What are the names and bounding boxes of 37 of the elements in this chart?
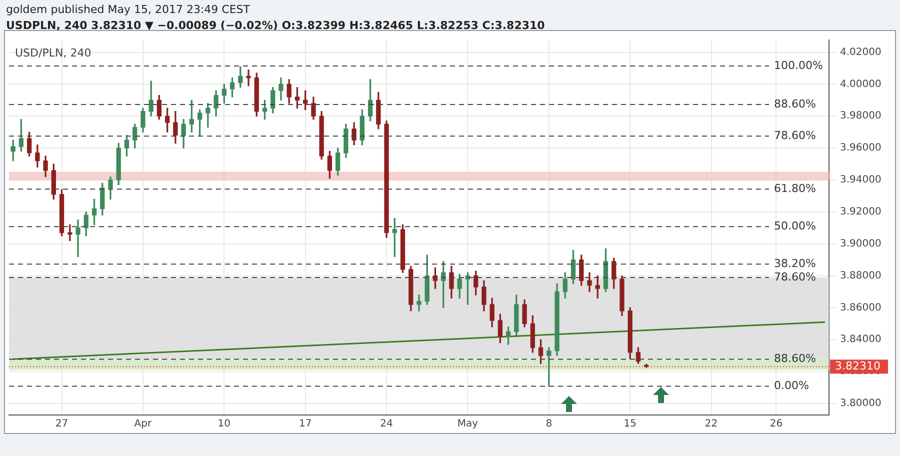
annotation: 38.20% [774,256,816,270]
y-tick-label: 3.92000 [840,206,882,218]
x-tick-label: 22 [704,418,718,430]
annotation: 0.00% [774,379,809,392]
x-tick-label: 27 [55,418,68,430]
x-tick-label: 15 [624,418,636,430]
y-tick-label: 3.80000 [840,398,882,410]
annotation: 88.60% [774,352,816,366]
y-tick-label: 3.96000 [840,142,882,154]
ref-line-label: 3.82310 [835,359,880,372]
annotation: 50.00% [774,219,816,232]
text: goldem published May 15, 2017 23:49 CEST [6,2,251,18]
y-tick-label: 3.98000 [840,110,882,122]
candlestick [246,70,251,86]
x-tick-label: 10 [218,418,231,430]
x-tick-label: 8 [546,418,552,430]
x-tick-label: 24 [380,418,393,430]
annotation: 78.60% [774,128,816,142]
y-tick-label: 3.86000 [840,302,882,314]
candlestick [76,220,80,257]
x-tick-label: 17 [298,418,312,430]
text: USD/PLN, 240 [15,46,92,60]
y-tick-label: 3.90000 [840,238,882,250]
y-tick-label: 4.00000 [840,78,882,90]
x-tick-label: Apr [134,418,152,430]
x-tick-label: 26 [770,418,783,430]
text: USDPLN, 240 3.82310 ▼ −0.00089 (−0.02%) O:3.82399 H:3.82465 L:3.82253 C:3.82310 [6,18,546,34]
x-tick-label: May [457,418,478,430]
y-tick-label: 3.94000 [840,174,882,186]
candlestick [416,294,422,312]
y-tick-label: 3.88000 [840,270,882,282]
y-tick-label: 3.84000 [840,334,882,346]
annotation: 88.60% [774,97,816,110]
y-tick-label: 4.02000 [840,46,882,58]
annotation: 61.80% [774,182,816,195]
annotation: 100.00% [774,58,823,72]
annotation: 78.60% [774,270,816,284]
